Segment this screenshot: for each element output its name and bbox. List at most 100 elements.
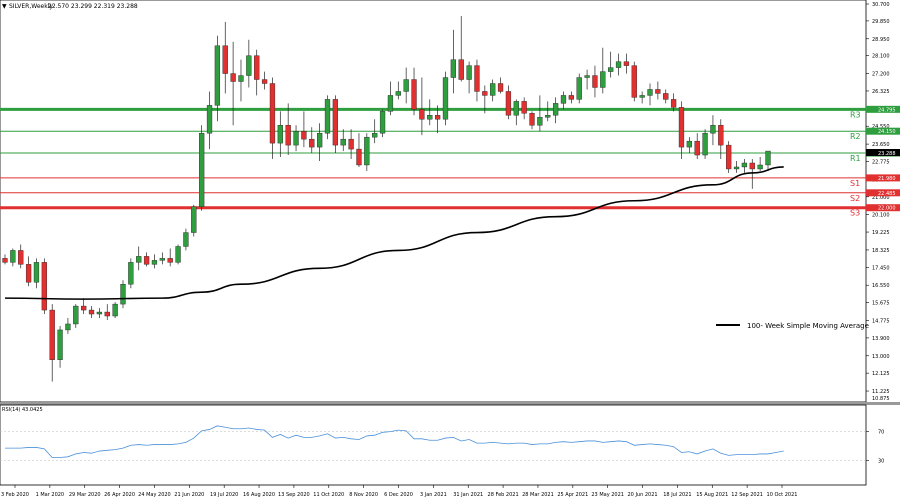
current-price-label: 23.288 [878, 151, 896, 157]
candle-body [348, 138, 354, 150]
candle [112, 302, 118, 319]
level-value-s3: 22.000 [878, 206, 896, 212]
candle [379, 109, 386, 138]
candle [128, 258, 134, 289]
candle [450, 29, 456, 94]
rsi-layer [0, 425, 866, 461]
panel-separator[interactable] [0, 402, 900, 405]
candle-body [285, 125, 291, 146]
candle [143, 252, 150, 267]
candle-body [104, 311, 110, 317]
candle [623, 53, 630, 74]
rsi-label: RSI(14) 43.0425 [2, 407, 43, 413]
candle-body [57, 329, 63, 360]
candle-body [387, 95, 394, 112]
chart-ohlc: 22.570 23.299 22.319 23.288 [48, 3, 138, 10]
rsi-tick-label: 30 [878, 458, 884, 464]
time-tick-label: 3 Jan 2021 [420, 492, 447, 498]
level-tag-r3 [866, 105, 900, 113]
candle [466, 61, 472, 94]
level-name-r2: R2 [850, 132, 861, 141]
candle-body [151, 260, 158, 265]
candle-body [206, 105, 213, 134]
candle-body [608, 67, 614, 72]
candle [206, 91, 213, 150]
level-value-r3: 24.795 [878, 107, 896, 113]
candle-body [33, 262, 40, 283]
price-tick-label: 22.775 [872, 160, 890, 166]
candle-body [450, 59, 456, 78]
candle [608, 51, 614, 78]
candle-body [678, 107, 685, 148]
time-tick-label: 12 Sep 2021 [731, 492, 763, 498]
candle-body [529, 113, 535, 126]
candle-body [159, 258, 165, 261]
price-tick-label: 20.100 [872, 213, 890, 219]
level-tag-r2 [866, 127, 900, 135]
candle [403, 67, 409, 104]
candle [726, 141, 732, 173]
candle-body [702, 132, 708, 156]
price-tick-label: 12.125 [872, 371, 890, 377]
candle-body [364, 136, 370, 166]
candle [663, 89, 669, 104]
candle [348, 129, 354, 160]
candle-body [694, 140, 700, 156]
price-tick-label: 24.550 [872, 124, 890, 130]
candle [277, 111, 283, 158]
candle-body [505, 91, 512, 116]
price-tick-label: 28.950 [872, 37, 890, 43]
current-price-tag [866, 149, 900, 156]
price-tick-label: 16.550 [872, 283, 890, 289]
candle-body [600, 71, 606, 88]
candle-body [143, 256, 150, 265]
candle-body [65, 323, 71, 331]
candle-body [41, 262, 47, 311]
candle [765, 150, 771, 171]
candle-body [765, 150, 771, 166]
candle [576, 73, 582, 104]
price-tick-label: 23.650 [872, 142, 890, 148]
time-tick-label: 29 Mar 2020 [69, 492, 101, 498]
candle [364, 133, 370, 171]
candle [191, 204, 197, 237]
candle-body [411, 79, 417, 110]
candle [269, 77, 276, 160]
candle [592, 65, 598, 98]
candle-body [623, 61, 630, 66]
candle-body [317, 132, 323, 148]
candle [332, 95, 339, 154]
candle [757, 157, 763, 171]
candle-body [545, 115, 551, 118]
level-name-s1: S1 [850, 179, 860, 188]
candle-body [25, 264, 32, 283]
candle-body [332, 99, 339, 146]
price-tick-label: 14.775 [872, 318, 890, 324]
candle [545, 101, 551, 122]
candle [293, 125, 299, 152]
level-value-r2: 24.150 [878, 129, 896, 135]
candle-body [277, 125, 283, 144]
candle-body [379, 111, 386, 134]
candle [694, 133, 700, 160]
candle [104, 304, 110, 320]
candle [238, 59, 244, 102]
candle [639, 91, 645, 104]
candle [686, 137, 692, 154]
candle [647, 83, 653, 106]
candle [167, 248, 173, 267]
candle-body [372, 132, 378, 138]
candle [427, 99, 433, 126]
candle [73, 304, 79, 328]
candle [57, 325, 63, 368]
candle [175, 244, 181, 265]
candle-body [88, 309, 95, 315]
candle [497, 77, 504, 94]
time-tick-label: 8 Nov 2020 [349, 492, 378, 498]
candle [419, 77, 425, 136]
level-tag-s1 [866, 174, 900, 182]
price-tick-label: 26.325 [872, 89, 890, 95]
chart-header-marker: ▼ [2, 3, 7, 10]
candle [41, 258, 47, 315]
